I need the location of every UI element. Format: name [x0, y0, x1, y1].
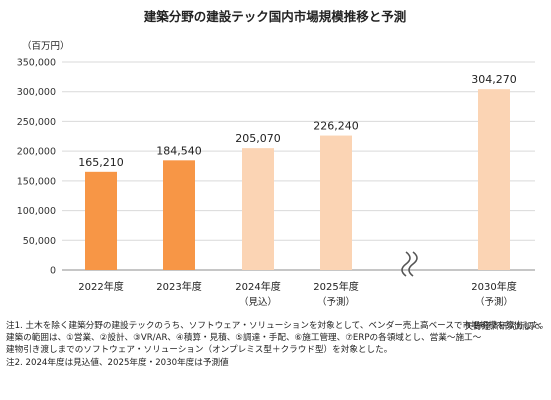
gridlines [62, 61, 535, 271]
data-label: 304,270 [471, 73, 517, 86]
x-tick-sublabel: （予測） [475, 296, 513, 308]
data-label: 165,210 [78, 156, 124, 169]
data-label: 205,070 [235, 132, 281, 145]
chart: 建築分野の建設テック国内市場規模推移と予測 （百万円） 0 50,000 100,0… [17, 9, 535, 308]
data-labels: 165,210 184,540 205,070 226,240 304,270 [78, 73, 517, 169]
y-tick-label: 0 [50, 266, 56, 277]
x-tick-label: 2025年度 [313, 280, 358, 293]
footnotes: 注1. 土木を除く建築分野の建設テックのうち、ソフトウェア・ソリューションを対象… [6, 320, 549, 369]
bar [85, 171, 117, 270]
bar [478, 89, 510, 270]
data-label: 184,540 [156, 144, 202, 157]
y-axis-unit-label: （百万円） [22, 40, 70, 52]
y-tick-label: 200,000 [17, 147, 56, 158]
bar [163, 160, 195, 270]
y-tick-label: 50,000 [23, 236, 56, 247]
axis-break-line-1 [401, 251, 411, 277]
y-tick-label: 150,000 [17, 176, 56, 187]
y-tick-label: 100,000 [17, 206, 56, 217]
bar [320, 135, 352, 270]
x-tick-label: 2023年度 [156, 280, 201, 293]
axis-break-line-2 [408, 251, 418, 277]
note-2: 注2. 2024年度は見込値、2025年度・2030年度は予測値 [6, 357, 229, 368]
bar [242, 148, 274, 270]
note-1-line-2: 建築の範囲は、①営業、②設計、③VR/AR、④積算・見積、⑤調達・手配、⑥施工管… [6, 333, 482, 344]
bars [85, 89, 510, 270]
y-axis-ticks: 0 50,000 100,000 150,000 200,000 250,000 300,0… [17, 58, 56, 277]
x-tick-sublabel: （見込） [239, 296, 277, 308]
data-label: 226,240 [313, 120, 359, 133]
note-1-line-1: 注1. 土木を除く建築分野の建設テックのうち、ソフトウェア・ソリューションを対象… [6, 321, 549, 331]
source-credit: 矢野経済研究所調べ [464, 322, 542, 332]
x-axis-ticks: 2022年度 2023年度 2024年度 （見込） 2025年度 （予測） 2030年度 （予… [78, 280, 516, 308]
x-tick-label: 2024年度 [235, 280, 280, 293]
y-tick-label: 250,000 [17, 117, 56, 128]
note-1-line-3: 建物引き渡しまでのソフトウェア・ソリューション（オンプレミス型＋クラウド型）を対… [6, 345, 393, 356]
chart-title: 建築分野の建設テック国内市場規模推移と予測 [144, 9, 407, 24]
x-tick-label: 2022年度 [78, 280, 123, 293]
y-tick-label: 300,000 [17, 87, 56, 98]
axis-break-symbol [401, 251, 418, 277]
y-tick-label: 350,000 [17, 58, 56, 69]
x-tick-sublabel: （予測） [317, 296, 355, 308]
x-tick-label: 2030年度 [471, 280, 516, 293]
